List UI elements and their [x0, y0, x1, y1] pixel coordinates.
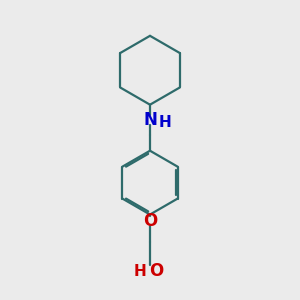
Text: N: N: [143, 111, 157, 129]
Text: H: H: [159, 115, 172, 130]
Text: O: O: [143, 212, 157, 230]
Text: H: H: [134, 264, 146, 279]
Text: O: O: [149, 262, 164, 280]
